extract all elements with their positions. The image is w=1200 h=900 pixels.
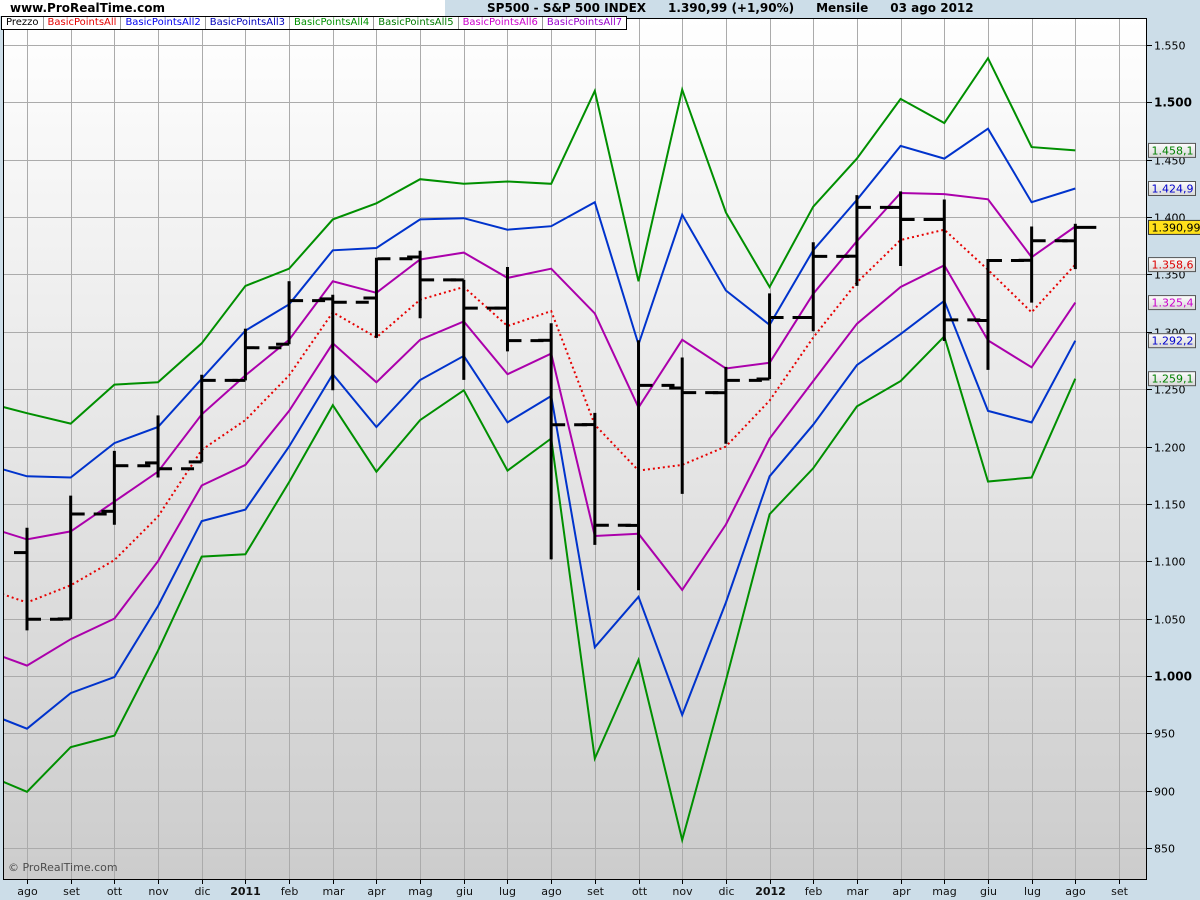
svg-text:1.358,6: 1.358,6 <box>1152 259 1194 272</box>
y-tick-label: 950 <box>1154 728 1175 741</box>
month-label: mag <box>932 885 956 898</box>
series-basicpointsall5 <box>3 334 1077 844</box>
year-label: 2011 <box>230 885 261 898</box>
y-tick-label: 1.250 <box>1154 384 1186 397</box>
ohlc-bar <box>232 328 289 382</box>
chart-title-bar: SP500 - S&P 500 INDEX 1.390,99 (+1,90%) Me… <box>487 1 996 16</box>
y-tick-label: 850 <box>1154 843 1175 856</box>
timeframe-label: Mensile <box>816 1 869 15</box>
svg-text:1.390,99: 1.390,99 <box>1152 221 1200 234</box>
month-label: nov <box>148 885 169 898</box>
month-label: ago <box>541 885 562 898</box>
indicator-badge: 1.259,1 <box>1148 371 1196 387</box>
legend-item-basicpointsall2[interactable]: BasicPointsAll2 <box>121 17 206 29</box>
price-bars <box>14 191 1097 631</box>
svg-text:1.292,2: 1.292,2 <box>1152 335 1194 348</box>
ohlc-bar <box>57 495 114 621</box>
legend-item-basicpointsall5[interactable]: BasicPointsAll5 <box>374 17 459 29</box>
indicator-badge: 1.325,4 <box>1148 295 1196 311</box>
legend-item-basicpointsall7[interactable]: BasicPointsAll7 <box>546 17 623 28</box>
y-tick-label: 1.550 <box>1154 40 1186 53</box>
last-price-and-change: 1.390,99 (+1,90%) <box>668 1 795 15</box>
ohlc-bar <box>101 450 158 525</box>
indicator-lines <box>3 56 1077 844</box>
month-label: apr <box>367 885 386 898</box>
month-label: ago <box>17 885 38 898</box>
indicator-badge: 1.292,2 <box>1148 333 1196 349</box>
y-axis-labels: 1.5501.5001.4501.4001.3501.3001.2501.200… <box>1147 40 1192 856</box>
indicator-legend: Prezzo BasicPointsAll BasicPointsAll2 Ba… <box>1 16 628 30</box>
brand-text: www.ProRealTime.com <box>10 1 165 15</box>
ohlc-bar <box>1062 223 1097 270</box>
month-label: mag <box>408 885 432 898</box>
month-label: ott <box>107 885 123 898</box>
month-label: dic <box>718 885 734 898</box>
month-label: ago <box>1065 885 1086 898</box>
indicator-badge: 1.358,6 <box>1148 257 1196 273</box>
svg-text:1.424,9: 1.424,9 <box>1152 183 1194 196</box>
legend-item-basicpointsall4[interactable]: BasicPointsAll4 <box>290 17 375 29</box>
indicator-badge: 1.424,9 <box>1148 181 1196 196</box>
brand-bar: www.ProRealTime.com <box>0 0 445 16</box>
ohlc-bar <box>319 294 376 391</box>
month-label: mar <box>323 885 345 898</box>
y-tick-label: 1.000 <box>1154 670 1192 684</box>
legend-item-basicpointsall3[interactable]: BasicPointsAll3 <box>206 17 290 29</box>
legend-item-basicpointsall[interactable]: BasicPointsAll <box>44 17 122 29</box>
series-basicpointsall6 <box>3 191 1076 541</box>
month-label: lug <box>1024 885 1041 898</box>
month-labels: ago set ott nov dic 2011 feb mar apr mag giu lug ago… <box>17 880 1129 898</box>
month-label: apr <box>892 885 911 898</box>
y-tick-label: 1.200 <box>1154 442 1186 455</box>
month-label: feb <box>281 885 299 898</box>
series-basicpointsall7 <box>3 263 1077 667</box>
legend-item-prezzo[interactable]: Prezzo <box>2 17 44 29</box>
axis-badges: 1.458,1 1.424,9 1.358,6 1.325,4 1.292,2 1.259… <box>1148 142 1200 387</box>
y-tick-label: 1.500 <box>1154 96 1192 110</box>
month-label: mar <box>847 885 869 898</box>
y-tick-label: 900 <box>1154 786 1175 799</box>
year-label: 2012 <box>755 885 786 898</box>
month-label: giu <box>456 885 473 898</box>
month-label: nov <box>672 885 693 898</box>
svg-text:1.259,1: 1.259,1 <box>1152 373 1194 386</box>
ohlc-bar <box>363 257 420 338</box>
series-basicpointsall3 <box>3 299 1077 730</box>
ohlc-bar <box>276 281 332 346</box>
y-tick-label: 1.100 <box>1154 556 1186 569</box>
month-label: giu <box>980 885 997 898</box>
month-label: lug <box>499 885 516 898</box>
month-label: set <box>587 885 604 898</box>
indicator-badge: 1.458,1 <box>1148 142 1196 158</box>
y-tick-label: 1.050 <box>1154 614 1186 627</box>
chart-watermark: © ProRealTime.com <box>8 861 118 874</box>
series-basicpointsall4 <box>3 56 1076 425</box>
month-label: set <box>1111 885 1128 898</box>
date-label: 03 ago 2012 <box>890 1 974 15</box>
month-label: dic <box>194 885 210 898</box>
svg-text:1.458,1: 1.458,1 <box>1152 144 1194 157</box>
symbol-title: SP500 - S&P 500 INDEX <box>487 1 647 15</box>
legend-item-basicpointsall6[interactable]: BasicPointsAll6 <box>459 17 543 29</box>
series-basicpointsall2 <box>3 127 1076 479</box>
price-badge: 1.390,99 <box>1148 219 1200 235</box>
svg-text:1.325,4: 1.325,4 <box>1152 297 1194 310</box>
month-label: feb <box>805 885 823 898</box>
month-label: ott <box>632 885 648 898</box>
ohlc-bar <box>145 415 201 478</box>
month-label: set <box>63 885 80 898</box>
y-tick-label: 1.150 <box>1154 499 1186 512</box>
ohlc-bar <box>625 340 682 591</box>
